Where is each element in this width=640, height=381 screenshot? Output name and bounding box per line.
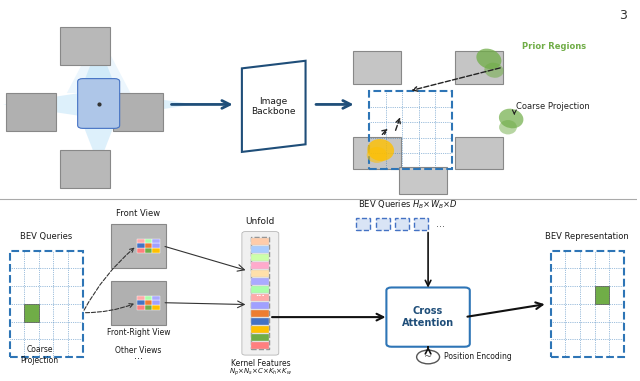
Bar [252, 294, 269, 301]
FancyBboxPatch shape [387, 288, 470, 347]
Text: Cross
Attention: Cross Attention [402, 306, 454, 328]
Bar [252, 270, 269, 277]
Text: Unfold: Unfold [246, 217, 275, 226]
Text: Kernel Features: Kernel Features [230, 359, 290, 368]
Polygon shape [118, 93, 194, 116]
Polygon shape [79, 116, 118, 165]
Bar [252, 302, 269, 309]
Bar [145, 296, 152, 300]
Bar [137, 296, 145, 300]
Bar [152, 239, 160, 243]
Bar [252, 262, 269, 269]
FancyBboxPatch shape [242, 232, 279, 355]
Text: 3: 3 [619, 10, 627, 22]
Text: Prior Regions: Prior Regions [522, 42, 586, 51]
Text: ~: ~ [424, 352, 432, 362]
Bar [252, 246, 269, 253]
Polygon shape [3, 93, 79, 116]
Text: ...: ... [255, 289, 265, 298]
Bar [111, 224, 166, 268]
Bar [252, 310, 269, 317]
Bar [252, 286, 269, 293]
Ellipse shape [484, 63, 504, 78]
Text: BEV Queries: BEV Queries [20, 232, 72, 241]
Text: Front-Right View: Front-Right View [107, 328, 170, 337]
Bar [137, 239, 145, 243]
Bar [152, 243, 160, 248]
Text: Coarse
Projection: Coarse Projection [20, 345, 59, 365]
Bar [152, 296, 160, 300]
Ellipse shape [476, 49, 501, 69]
Bar [152, 248, 160, 253]
FancyBboxPatch shape [356, 218, 371, 230]
Bar [399, 167, 447, 194]
Bar [24, 304, 39, 322]
Bar [252, 278, 269, 285]
Polygon shape [67, 32, 131, 93]
Text: ...: ... [134, 351, 143, 361]
Bar [152, 305, 160, 309]
Bar [252, 326, 269, 333]
Circle shape [417, 350, 440, 364]
Bar [252, 342, 269, 349]
Bar [252, 334, 269, 341]
Bar [252, 318, 269, 325]
Text: $N_p$$\times$$N_s$$\times$$C$$\times$$K_h$$\times$$K_w$: $N_p$$\times$$N_s$$\times$$C$$\times$$K_… [228, 367, 292, 378]
Bar [145, 239, 152, 243]
Bar [455, 51, 503, 83]
Text: BEV Representation: BEV Representation [545, 232, 629, 241]
Bar [455, 137, 503, 169]
Bar [145, 305, 152, 309]
Bar [152, 300, 160, 305]
Polygon shape [79, 44, 118, 93]
Bar [595, 286, 609, 304]
Text: Coarse Projection: Coarse Projection [516, 102, 589, 111]
Bar [60, 150, 110, 188]
Ellipse shape [499, 109, 524, 128]
Ellipse shape [367, 139, 394, 161]
Bar [145, 243, 152, 248]
Bar [137, 305, 145, 309]
Bar [113, 93, 163, 131]
FancyBboxPatch shape [77, 78, 120, 128]
Bar [137, 243, 145, 248]
Bar [145, 248, 152, 253]
FancyBboxPatch shape [414, 218, 428, 230]
Bar [137, 300, 145, 305]
Text: Position Encoding: Position Encoding [444, 352, 512, 362]
Bar [145, 300, 152, 305]
FancyBboxPatch shape [376, 218, 390, 230]
FancyBboxPatch shape [395, 218, 409, 230]
Bar [60, 27, 110, 64]
Text: ...: ... [436, 219, 445, 229]
Polygon shape [242, 61, 305, 152]
Ellipse shape [367, 147, 387, 163]
Text: BEV Queries $H_B$$\times$$W_B$$\times$$D$: BEV Queries $H_B$$\times$$W_B$$\times$$D… [358, 198, 457, 211]
Text: Other Views: Other Views [115, 346, 162, 355]
Bar [137, 248, 145, 253]
Bar [252, 254, 269, 261]
Bar [353, 51, 401, 83]
Ellipse shape [499, 120, 517, 134]
Bar [111, 281, 166, 325]
Bar [6, 93, 56, 131]
Text: Image
Backbone: Image Backbone [252, 97, 296, 116]
Bar [252, 238, 269, 245]
Bar [353, 137, 401, 169]
Text: Front View: Front View [116, 210, 161, 218]
